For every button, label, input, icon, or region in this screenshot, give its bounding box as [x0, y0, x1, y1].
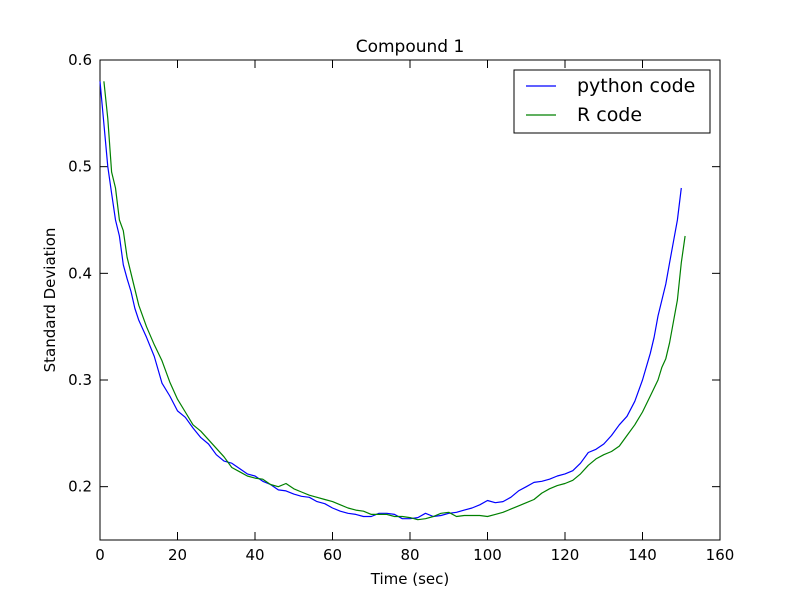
x-tick-label: 140: [628, 546, 657, 564]
x-axis-label: Time (sec): [370, 570, 449, 588]
series-line-python-code: [99, 81, 682, 520]
y-tick-label: 0.5: [68, 158, 92, 176]
x-axis: 0 20 40 60 80 100 120 140 160: [95, 60, 734, 564]
series-line-r-code: [103, 81, 686, 521]
y-tick-label: 0.2: [68, 478, 92, 496]
y-axis-label: Standard Deviation: [41, 228, 59, 373]
legend: python code R code: [513, 69, 711, 134]
legend-label-r-code: R code: [577, 104, 642, 126]
legend-box: [513, 69, 711, 134]
y-tick-label: 0.3: [68, 371, 92, 389]
chart-title: Compound 1: [356, 37, 465, 57]
x-tick-label: 100: [473, 546, 502, 564]
x-tick-label: 0: [95, 546, 105, 564]
legend-label-python-code: python code: [577, 75, 695, 97]
x-tick-label: 120: [551, 546, 580, 564]
series-group: [99, 81, 686, 521]
y-axis: 0.2 0.3 0.4 0.5 0.6: [68, 51, 720, 496]
x-tick-label: 40: [245, 546, 264, 564]
x-tick-label: 80: [400, 546, 419, 564]
y-tick-label: 0.6: [68, 51, 92, 69]
x-tick-label: 160: [706, 546, 735, 564]
y-tick-label: 0.4: [68, 264, 92, 282]
x-tick-label: 20: [168, 546, 187, 564]
x-tick-label: 60: [323, 546, 342, 564]
